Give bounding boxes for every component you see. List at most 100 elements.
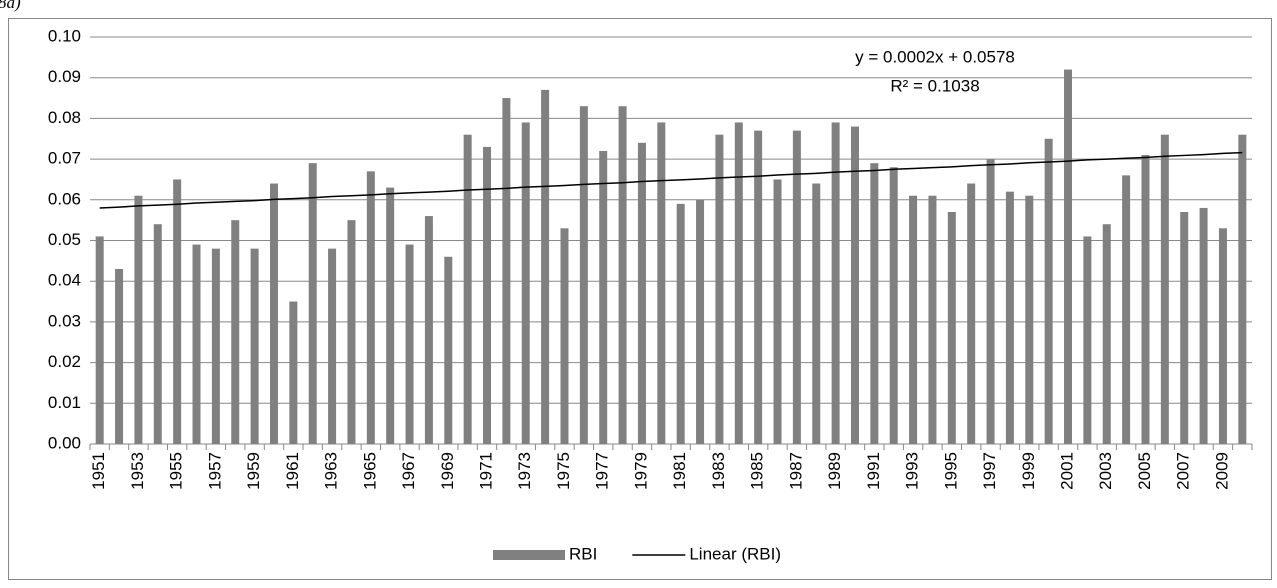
annotation: R² = 0.1038	[890, 76, 979, 95]
bar	[773, 179, 782, 444]
bar	[657, 122, 666, 444]
bar	[812, 183, 821, 444]
bar	[95, 236, 104, 444]
annotation: y = 0.0002x + 0.0578	[855, 47, 1015, 66]
x-tick-label: 1979	[631, 452, 650, 490]
legend-swatch	[493, 550, 565, 560]
x-tick-label: 1965	[360, 452, 379, 490]
x-tick-label: 1963	[322, 452, 341, 490]
bar	[115, 268, 124, 444]
bar	[289, 301, 298, 444]
bar	[618, 106, 627, 444]
x-tick-label: 1967	[399, 452, 418, 490]
bar	[1102, 224, 1111, 444]
y-tick-label: 0.00	[48, 433, 81, 452]
y-tick-label: 0.06	[48, 189, 81, 208]
x-tick-label: 1985	[748, 452, 767, 490]
bar	[269, 183, 278, 444]
bar	[715, 134, 724, 444]
legend-label: Linear (RBI)	[689, 544, 781, 563]
x-tick-label: 1975	[554, 452, 573, 490]
bar	[173, 179, 182, 444]
bar	[696, 199, 705, 444]
bar	[947, 212, 956, 444]
bar	[541, 89, 550, 444]
bar	[1044, 138, 1053, 444]
x-tick-label: 1955	[167, 452, 186, 490]
x-tick-label: 1991	[864, 452, 883, 490]
bar	[1005, 191, 1014, 444]
bar	[676, 203, 685, 444]
x-tick-label: 2001	[1058, 452, 1077, 490]
y-tick-label: 0.04	[48, 271, 81, 290]
bar	[250, 248, 259, 444]
bar	[521, 122, 530, 444]
bar	[153, 224, 162, 444]
bar	[754, 130, 763, 445]
y-tick-label: 0.08	[48, 108, 81, 127]
bar	[1122, 175, 1131, 444]
y-tick-label: 0.07	[48, 149, 81, 168]
bar	[986, 159, 995, 444]
y-tick-label: 0.09	[48, 67, 81, 86]
x-tick-label: 1977	[593, 452, 612, 490]
bar	[134, 195, 143, 444]
bar	[560, 228, 569, 444]
bar	[328, 248, 337, 444]
bar	[637, 142, 646, 444]
bar	[211, 248, 220, 444]
x-tick-label: 1957	[205, 452, 224, 490]
x-tick-label: 1997	[980, 452, 999, 490]
y-tick-label: 0.10	[48, 26, 81, 45]
bar	[967, 183, 976, 444]
bar	[444, 256, 453, 444]
bar	[909, 195, 918, 444]
panel-label: 8a)	[0, 0, 21, 12]
x-tick-label: 1983	[709, 452, 728, 490]
x-tick-label: 2005	[1135, 452, 1154, 490]
x-tick-label: 1953	[128, 452, 147, 490]
trend-line	[99, 151, 1243, 209]
bar	[231, 220, 240, 444]
x-tick-label: 2003	[1096, 452, 1115, 490]
x-tick-label: 1995	[941, 452, 960, 490]
bar	[579, 106, 588, 444]
bar	[366, 171, 375, 444]
bar	[734, 122, 743, 444]
y-tick-label: 0.03	[48, 311, 81, 330]
bar	[308, 163, 317, 445]
bar	[831, 122, 840, 444]
y-tick-label: 0.05	[48, 230, 81, 249]
bar	[889, 167, 898, 445]
bar	[850, 126, 859, 444]
bar	[483, 146, 492, 444]
bar	[502, 98, 511, 445]
bar	[463, 134, 472, 444]
bar	[405, 244, 414, 444]
x-tick-label: 1973	[515, 452, 534, 490]
bar	[1160, 134, 1169, 444]
y-tick-label: 0.01	[48, 393, 81, 412]
x-tick-label: 1951	[89, 452, 108, 490]
bar	[870, 163, 879, 445]
bar	[1180, 212, 1189, 444]
x-tick-label: 2009	[1212, 452, 1231, 490]
bar	[1218, 228, 1227, 444]
x-tick-label: 1989	[825, 452, 844, 490]
bar	[928, 195, 937, 444]
x-tick-label: 1959	[244, 452, 263, 490]
bar	[792, 130, 801, 445]
bar	[192, 244, 201, 444]
y-tick-label: 0.02	[48, 352, 81, 371]
x-tick-label: 1993	[903, 452, 922, 490]
bar	[347, 220, 356, 444]
legend-label: RBI	[569, 544, 597, 563]
x-tick-label: 1981	[670, 452, 689, 490]
bar	[1238, 134, 1247, 444]
x-tick-label: 2007	[1174, 452, 1193, 490]
x-tick-label: 1969	[438, 452, 457, 490]
bar	[1141, 155, 1150, 444]
bar	[424, 216, 433, 444]
